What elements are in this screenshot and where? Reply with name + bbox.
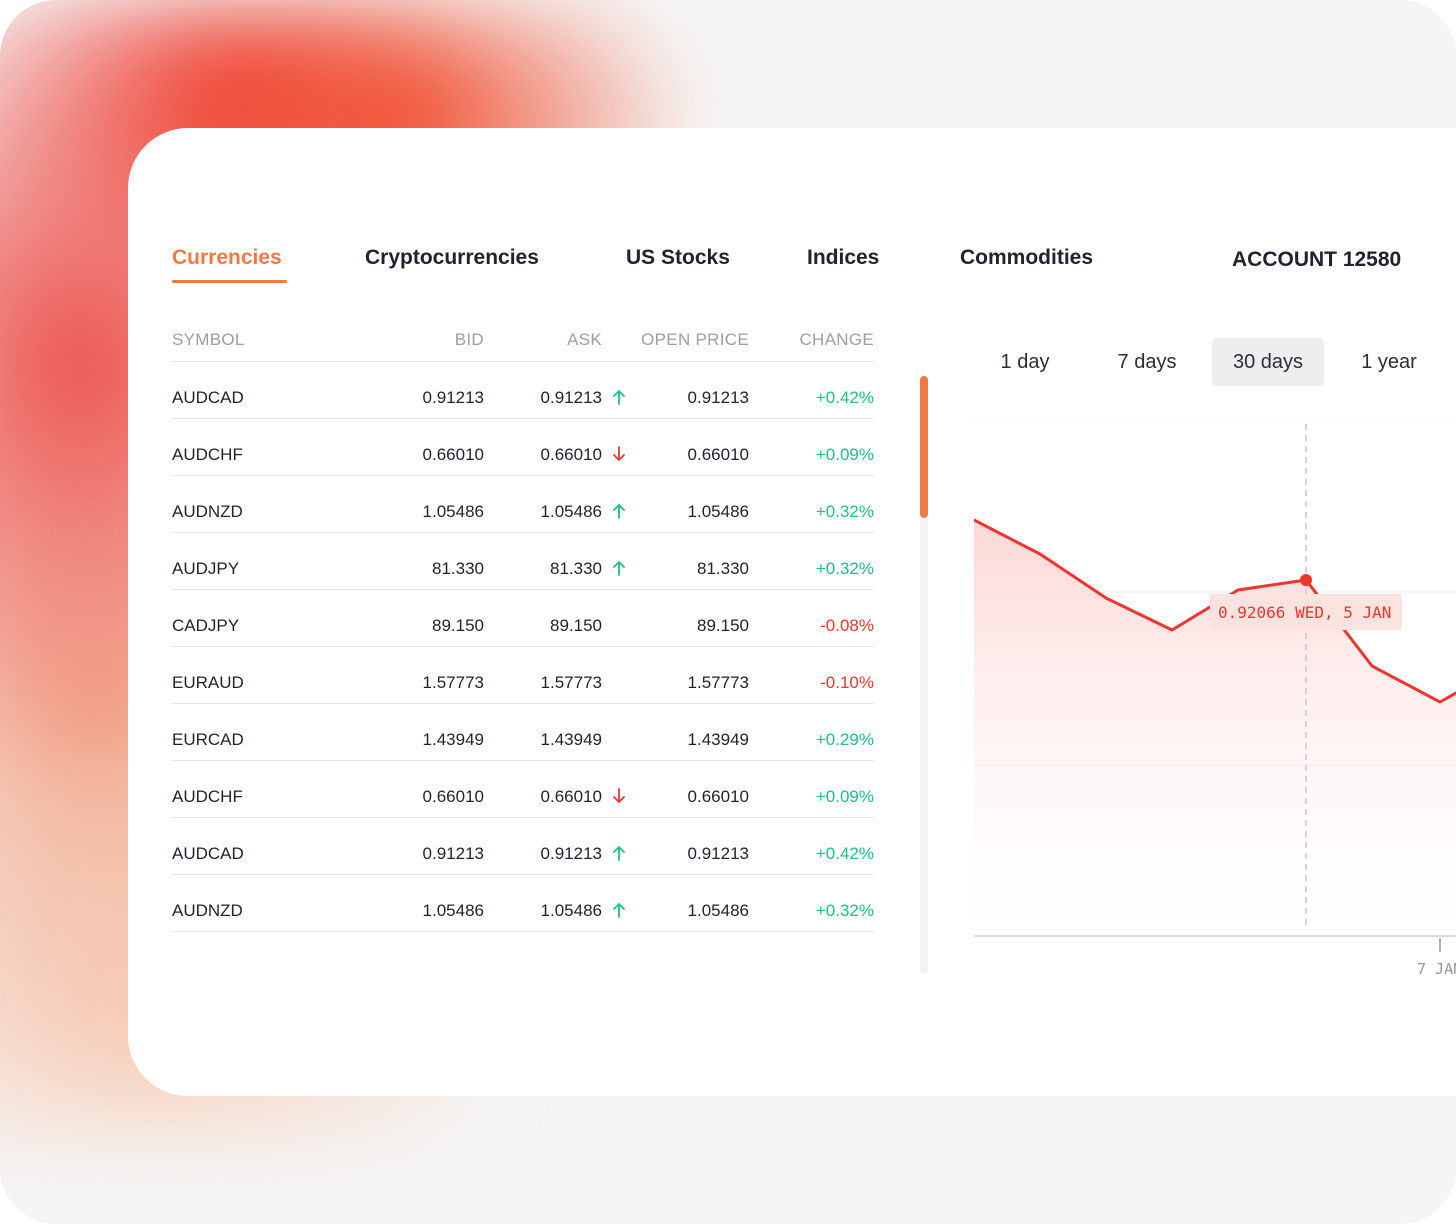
table-row[interactable]: AUDCHF 0.66010 0.66010 0.66010 +0.09% bbox=[172, 419, 874, 476]
range-7-days[interactable]: 7 days bbox=[1117, 351, 1177, 373]
active-tab-underline bbox=[172, 280, 287, 283]
arrow-down-icon bbox=[611, 445, 629, 465]
cell-bid: 0.66010 bbox=[422, 787, 484, 806]
cell-open-price: 0.66010 bbox=[687, 445, 749, 464]
cell-bid: 1.43949 bbox=[422, 730, 484, 749]
table-row[interactable]: AUDNZD 1.05486 1.05486 1.05486 +0.32% bbox=[172, 476, 874, 533]
scrollbar-thumb[interactable] bbox=[920, 376, 928, 518]
tooltip-text: 0.92066 WED, 5 JAN bbox=[1218, 603, 1391, 622]
hover-point[interactable] bbox=[1300, 574, 1312, 586]
price-chart: 0.92066 WED, 5 JAN 7 JAN bbox=[974, 418, 1456, 978]
area-fill bbox=[974, 520, 1456, 938]
header-ask: ASK bbox=[567, 330, 602, 349]
cell-ask: 1.05486 bbox=[540, 901, 602, 920]
cell-symbol: AUDCHF bbox=[172, 787, 243, 806]
table-row[interactable]: CADJPY 89.150 89.150 89.150 -0.08% bbox=[172, 590, 874, 647]
trading-card: Currencies Cryptocurrencies US Stocks In… bbox=[128, 128, 1456, 1096]
table-row[interactable]: AUDCAD 0.91213 0.91213 0.91213 +0.42% bbox=[172, 362, 874, 419]
cell-ask: 1.57773 bbox=[540, 673, 602, 692]
table-row[interactable]: AUDCHF 0.66010 0.66010 0.66010 +0.09% bbox=[172, 761, 874, 818]
tab-commodities[interactable]: Commodities bbox=[960, 246, 1094, 269]
cell-bid: 1.05486 bbox=[422, 901, 484, 920]
cell-bid: 0.91213 bbox=[422, 388, 484, 407]
x-tick-label: 7 JAN bbox=[1417, 960, 1456, 978]
table-row[interactable]: EURCAD 1.43949 1.43949 1.43949 +0.29% bbox=[172, 704, 874, 761]
cell-ask: 0.91213 bbox=[540, 844, 602, 863]
tab-indices[interactable]: Indices bbox=[807, 246, 880, 269]
table-row[interactable]: AUDJPY 81.330 81.330 81.330 +0.32% bbox=[172, 533, 874, 590]
cell-ask: 0.66010 bbox=[540, 787, 602, 806]
cell-bid: 0.91213 bbox=[422, 844, 484, 863]
range-30-days[interactable]: 30 days bbox=[1212, 338, 1324, 386]
series-line bbox=[974, 518, 1456, 704]
cell-symbol: AUDNZD bbox=[172, 502, 243, 521]
cell-open-price: 0.66010 bbox=[687, 787, 749, 806]
cell-change: +0.42% bbox=[815, 388, 874, 407]
cell-open-price: 1.57773 bbox=[687, 673, 749, 692]
cell-change: -0.08% bbox=[820, 616, 874, 635]
cell-bid: 0.66010 bbox=[422, 445, 484, 464]
cell-symbol: EURAUD bbox=[172, 673, 244, 692]
cell-symbol: AUDCHF bbox=[172, 445, 243, 464]
cell-open-price: 89.150 bbox=[697, 616, 749, 635]
cell-change: +0.42% bbox=[815, 844, 874, 863]
table-row[interactable]: AUDCAD 0.91213 0.91213 0.91213 +0.42% bbox=[172, 818, 874, 875]
cell-ask: 1.43949 bbox=[540, 730, 602, 749]
cell-open-price: 0.91213 bbox=[687, 844, 749, 863]
table-header: SYMBOL BID ASK OPEN PRICE CHANGE bbox=[172, 326, 874, 362]
cell-symbol: AUDNZD bbox=[172, 901, 243, 920]
cell-open-price: 81.330 bbox=[697, 559, 749, 578]
account-label: ACCOUNT 12580 bbox=[1232, 248, 1402, 271]
arrow-up-icon bbox=[611, 901, 629, 921]
cell-change: +0.09% bbox=[815, 787, 874, 806]
cell-ask: 89.150 bbox=[550, 616, 602, 635]
cell-symbol: AUDCAD bbox=[172, 388, 244, 407]
cell-open-price: 1.05486 bbox=[687, 901, 749, 920]
cell-change: +0.32% bbox=[815, 502, 874, 521]
arrow-up-icon bbox=[611, 502, 629, 522]
range-1-day[interactable]: 1 day bbox=[1000, 351, 1050, 373]
cell-change: +0.32% bbox=[815, 559, 874, 578]
table-row[interactable]: AUDNZD 1.05486 1.05486 1.05486 +0.32% bbox=[172, 875, 874, 932]
cell-change: +0.29% bbox=[815, 730, 874, 749]
cell-change: +0.09% bbox=[815, 445, 874, 464]
cell-bid: 1.57773 bbox=[422, 673, 484, 692]
cell-open-price: 1.43949 bbox=[687, 730, 749, 749]
arrow-up-icon bbox=[611, 844, 629, 864]
cell-ask: 81.330 bbox=[550, 559, 602, 578]
cell-ask: 1.05486 bbox=[540, 502, 602, 521]
arrow-up-icon bbox=[611, 559, 629, 579]
scrollbar-track[interactable] bbox=[920, 376, 928, 974]
cell-symbol: EURCAD bbox=[172, 730, 244, 749]
cell-open-price: 0.91213 bbox=[687, 388, 749, 407]
quotes-table: SYMBOL BID ASK OPEN PRICE CHANGE AUDCAD 0… bbox=[172, 326, 874, 932]
header-open-price: OPEN PRICE bbox=[641, 330, 749, 349]
header-bid: BID bbox=[454, 330, 484, 349]
header-change: CHANGE bbox=[799, 330, 874, 349]
cell-symbol: AUDCAD bbox=[172, 844, 244, 863]
cell-ask: 0.66010 bbox=[540, 445, 602, 464]
range-1-year[interactable]: 1 year bbox=[1361, 351, 1417, 373]
table-row[interactable]: EURAUD 1.57773 1.57773 1.57773 -0.10% bbox=[172, 647, 874, 704]
tooltip-box bbox=[1210, 594, 1402, 630]
arrow-up-icon bbox=[611, 388, 629, 408]
cell-bid: 1.05486 bbox=[422, 502, 484, 521]
cell-symbol: AUDJPY bbox=[172, 559, 240, 578]
cell-change: +0.32% bbox=[815, 901, 874, 920]
tab-currencies[interactable]: Currencies bbox=[172, 246, 282, 269]
cell-bid: 89.150 bbox=[432, 616, 484, 635]
cell-change: -0.10% bbox=[820, 673, 874, 692]
cell-symbol: CADJPY bbox=[172, 616, 240, 635]
cell-ask: 0.91213 bbox=[540, 388, 602, 407]
tab-cryptocurrencies[interactable]: Cryptocurrencies bbox=[365, 246, 539, 269]
table-body: AUDCAD 0.91213 0.91213 0.91213 +0.42% AUDCHF 0… bbox=[172, 362, 874, 932]
arrow-down-icon bbox=[611, 787, 629, 807]
header-symbol: SYMBOL bbox=[172, 330, 245, 349]
tab-us-stocks[interactable]: US Stocks bbox=[626, 246, 730, 269]
cell-bid: 81.330 bbox=[432, 559, 484, 578]
cell-open-price: 1.05486 bbox=[687, 502, 749, 521]
